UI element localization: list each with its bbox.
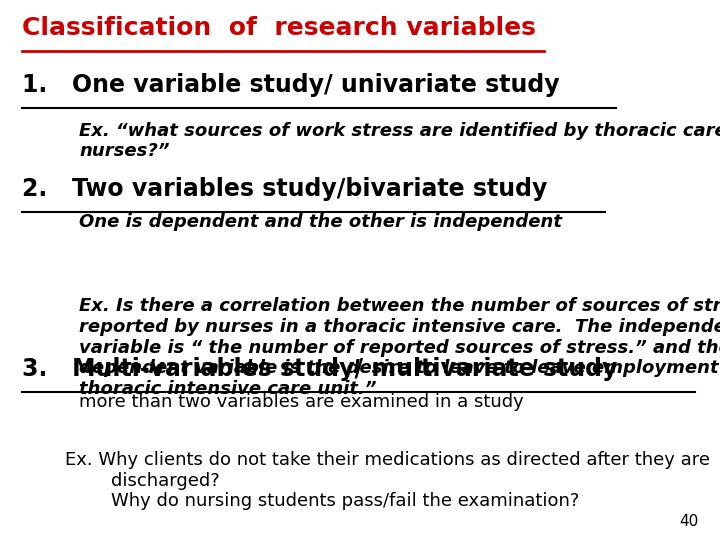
Text: more than two variables are examined in a study: more than two variables are examined in … [79, 393, 524, 411]
Text: Classification  of  research variables: Classification of research variables [22, 16, 536, 40]
Text: One is dependent and the other is independent: One is dependent and the other is indepe… [79, 213, 562, 231]
Text: 1.   One variable study/ univariate study: 1. One variable study/ univariate study [22, 73, 559, 97]
Text: Ex. “what sources of work stress are identified by thoracic care unit
nurses?”: Ex. “what sources of work stress are ide… [79, 122, 720, 160]
Text: 40: 40 [679, 514, 698, 529]
Text: Ex. Is there a correlation between the number of sources of stress
reported by n: Ex. Is there a correlation between the n… [79, 297, 720, 398]
Text: Ex. Why clients do not take their medications as directed after they are
       : Ex. Why clients do not take their medica… [65, 451, 710, 510]
Text: 3.   Multi-variables study/ multivariate study: 3. Multi-variables study/ multivariate s… [22, 357, 617, 381]
Text: 2.   Two variables study/bivariate study: 2. Two variables study/bivariate study [22, 177, 547, 201]
